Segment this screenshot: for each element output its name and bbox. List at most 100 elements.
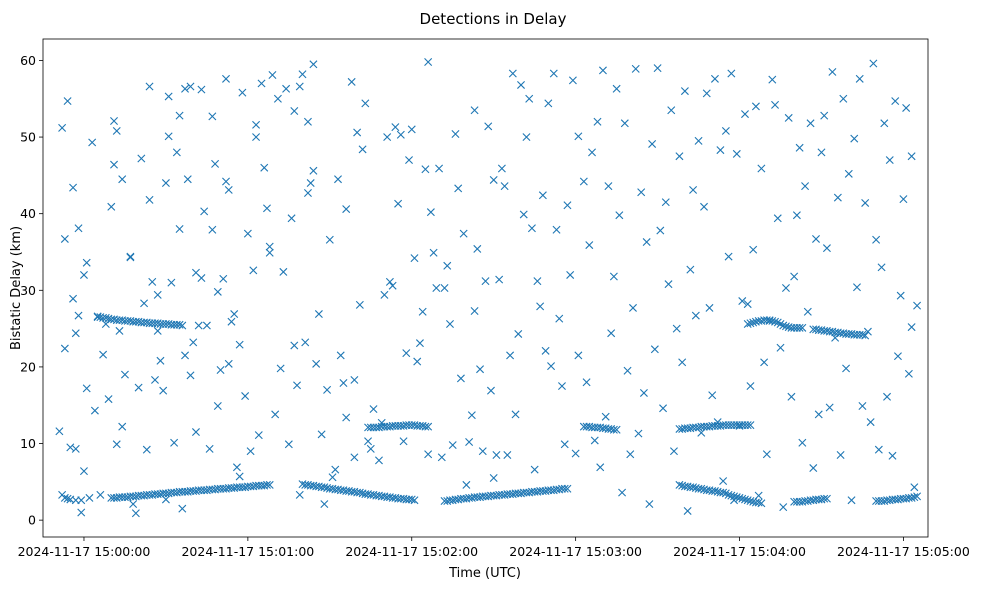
data-point <box>175 111 184 120</box>
data-point <box>781 284 790 292</box>
data-point <box>694 136 703 145</box>
data-point <box>129 500 138 509</box>
data-point <box>295 82 304 91</box>
data-point <box>773 214 782 223</box>
data-point <box>140 299 149 308</box>
data-point <box>484 122 493 131</box>
data-point <box>271 410 280 419</box>
data-markers <box>55 57 922 518</box>
data-point <box>544 99 553 108</box>
data-point <box>784 113 793 122</box>
data-point <box>153 326 162 335</box>
data-point <box>598 66 607 75</box>
data-point <box>197 274 206 283</box>
data-point <box>536 302 545 311</box>
data-point <box>265 242 274 251</box>
data-point <box>896 291 905 300</box>
data-point <box>219 274 228 283</box>
data-point <box>88 138 97 147</box>
data-point <box>421 422 430 431</box>
data-point <box>612 425 621 434</box>
data-point <box>538 191 547 200</box>
data-point <box>413 357 422 366</box>
data-point <box>183 175 192 184</box>
data-point <box>828 67 837 76</box>
data-point <box>708 391 717 400</box>
data-point <box>306 179 315 188</box>
data-point <box>396 130 405 139</box>
data-point <box>342 205 351 214</box>
data-point <box>713 418 722 427</box>
data-point <box>79 467 88 476</box>
data-point <box>309 166 318 175</box>
data-point <box>547 362 556 371</box>
data-point <box>339 379 348 387</box>
data-point <box>265 480 274 489</box>
data-point <box>563 201 572 210</box>
data-point <box>738 297 747 306</box>
data-point <box>727 491 736 500</box>
data-point <box>470 106 479 115</box>
data-point <box>216 365 225 374</box>
data-point <box>364 437 373 446</box>
data-point <box>836 451 845 460</box>
data-point <box>612 84 621 93</box>
data-point <box>69 183 78 192</box>
data-point <box>290 107 299 116</box>
x-tick-label: 2024-11-17 15:03:00 <box>509 544 642 559</box>
data-point <box>904 369 913 378</box>
data-point <box>454 184 463 193</box>
data-point <box>866 418 875 427</box>
data-point <box>254 431 263 440</box>
data-point <box>798 438 807 447</box>
data-point <box>407 125 416 134</box>
data-point <box>604 182 613 191</box>
x-tick-label: 2024-11-17 15:01:00 <box>181 544 314 559</box>
data-point <box>806 119 815 128</box>
data-point <box>702 89 711 98</box>
data-point <box>205 444 214 453</box>
data-point <box>142 445 151 454</box>
data-point <box>191 428 200 437</box>
data-point <box>336 351 345 360</box>
y-tick-label: 20 <box>20 359 36 374</box>
data-point <box>476 365 485 374</box>
data-point <box>104 395 113 404</box>
data-point <box>331 465 340 474</box>
data-point <box>705 303 714 312</box>
data-point <box>746 382 755 391</box>
data-point <box>798 323 807 332</box>
data-point <box>93 312 102 321</box>
data-point <box>659 404 668 413</box>
data-point <box>872 235 881 244</box>
data-point <box>60 234 69 243</box>
data-point <box>388 281 397 290</box>
x-axis: 2024-11-17 15:00:00 2024-11-17 15:01:00 20… <box>18 537 970 559</box>
data-point <box>118 422 127 431</box>
data-point <box>112 440 121 449</box>
data-point <box>749 318 758 327</box>
data-point <box>303 117 312 126</box>
data-point <box>861 331 870 340</box>
data-point <box>347 77 356 86</box>
data-point <box>656 226 665 235</box>
data-point <box>833 193 842 202</box>
data-point <box>355 488 364 497</box>
data-point <box>451 130 460 138</box>
data-point <box>710 74 719 83</box>
data-point <box>293 381 302 390</box>
data-point <box>639 388 648 397</box>
data-point <box>746 421 755 430</box>
data-point <box>650 345 659 354</box>
data-point <box>710 487 719 496</box>
data-point <box>90 406 99 415</box>
data-point <box>582 378 591 387</box>
data-point <box>252 133 261 142</box>
data-point <box>593 117 602 126</box>
data-point <box>71 496 80 505</box>
data-point <box>814 410 823 419</box>
data-point <box>424 422 433 431</box>
data-point <box>760 358 769 367</box>
data-point <box>522 133 531 142</box>
data-point <box>99 350 108 359</box>
